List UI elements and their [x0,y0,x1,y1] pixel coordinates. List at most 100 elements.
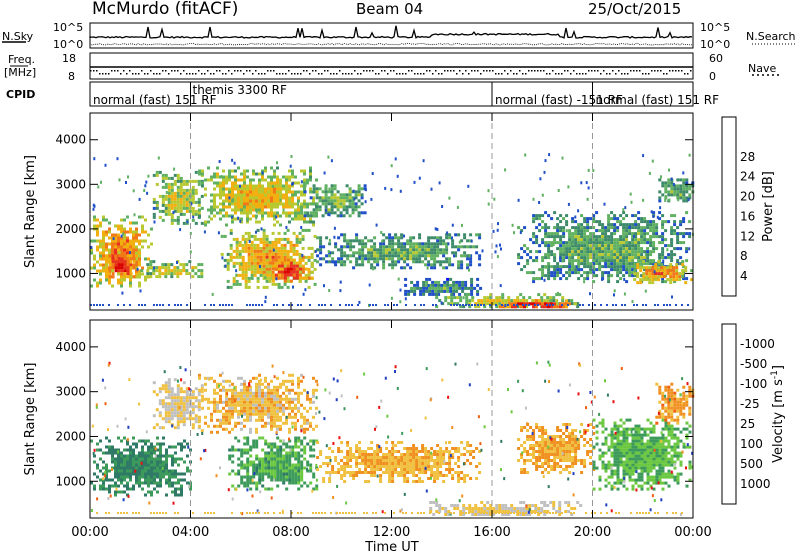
echo-cell [194,170,198,174]
echo-cell [434,283,438,287]
echo-cell [282,475,286,479]
nave-dot [360,73,362,75]
echo-cell [595,220,599,224]
echo-cell [291,481,295,485]
echo-cell [277,270,281,274]
echo-cell [123,257,127,261]
echo-cell [330,211,334,215]
echo-cell [413,283,417,287]
echo-cell [559,238,563,242]
echo-cell [244,276,248,280]
echo-cell [144,460,147,464]
echo-cell [565,220,569,224]
noise-cell [300,180,303,184]
echo-cell [150,469,153,473]
echo-cell [309,190,313,194]
echo-cell [270,412,273,416]
echo-cell [315,205,319,209]
echo-cell [327,190,331,194]
echo-cell [646,238,650,242]
echo-cell [666,272,670,276]
echo-cell [565,271,569,275]
echo-cell [382,254,386,258]
echo-cell [200,263,204,267]
echo-cell [231,388,234,392]
echo-cell [120,257,123,261]
echo-cell [265,234,269,238]
echo-cell [129,466,132,470]
echo-cell [583,247,587,251]
echo-cell [348,214,352,218]
near-range-cell [375,304,377,306]
echo-cell [592,226,596,230]
echo-cell [297,475,301,479]
echo-cell [228,457,232,461]
echo-cell [300,169,303,173]
echo-cell [147,454,150,458]
echo-cell [261,208,264,212]
echo-cell [200,272,204,276]
echo-cell [256,267,260,271]
echo-cell [207,178,210,182]
echo-cell [237,412,240,416]
echo-cell [400,251,404,255]
echo-cell [259,273,263,277]
echo-cell [367,251,371,255]
echo-cell [229,255,233,259]
echo-cell [265,264,269,268]
echo-cell [262,237,266,241]
echo-cell [451,245,455,249]
echo-cell [649,223,653,227]
echo-cell [610,274,614,278]
echo-cell [246,190,249,194]
echo-cell [222,175,225,179]
echo-cell [161,203,165,207]
echo-cell [156,436,159,440]
nave-dot [564,70,566,72]
echo-cell [315,211,318,215]
echo-cell [168,484,171,488]
near-range-cell [636,304,638,306]
echo-cell [261,412,264,416]
echo-cell [682,241,686,245]
echo-cell [159,472,162,476]
echo-cell [258,184,261,188]
echo-cell [304,276,308,280]
echo-cell [249,403,252,407]
echo-cell [182,194,186,198]
echo-cell [156,472,159,476]
echo-cell [197,197,201,201]
echo-cell [655,229,659,233]
echo-cell [675,266,679,270]
echo-cell [607,226,611,230]
echo-cell [108,487,111,491]
echo-cell [303,418,306,422]
echo-cell [234,178,237,182]
echo-cell [173,396,177,400]
echo-cell [313,234,317,238]
echo-cell [480,302,484,306]
echo-cell [562,232,566,236]
echo-cell [328,254,332,258]
echo-cell [232,279,236,283]
echo-cell [592,259,596,263]
echo-cell [165,463,168,467]
echo-cell [312,223,315,227]
echo-cell [261,403,264,407]
echo-cell [182,263,186,267]
nave-dot [162,70,164,72]
nave-dot [171,70,173,72]
echo-cell [120,490,123,494]
echo-cell [149,263,153,267]
echo-cell [152,197,156,201]
echo-cell [282,184,285,188]
echo-cell [643,238,647,242]
colorbar-tick-label: 12 [740,229,755,243]
echo-cell [418,260,422,264]
echo-cell [256,261,260,265]
echo-cell [207,406,210,410]
echo-cell [123,266,127,270]
echo-cell [147,466,150,470]
nave-dot [147,73,149,75]
echo-cell [607,250,611,254]
